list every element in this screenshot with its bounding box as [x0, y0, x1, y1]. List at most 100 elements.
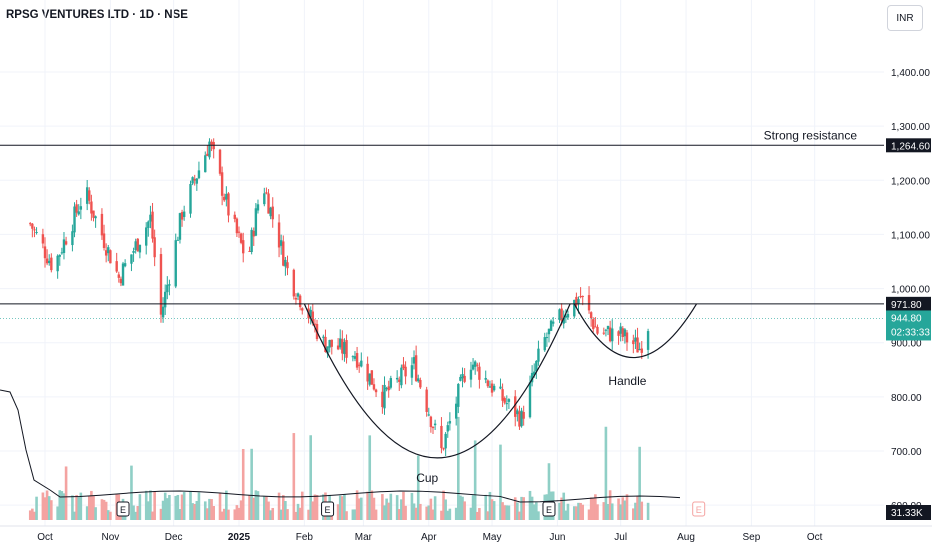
volume-bar [425, 506, 428, 520]
candle [499, 378, 502, 390]
candle-body [551, 321, 555, 324]
candle [123, 259, 127, 268]
candle [102, 224, 106, 251]
candle-body [537, 348, 540, 362]
candle [368, 373, 371, 387]
candle [336, 338, 340, 351]
volume-bar [558, 502, 561, 520]
candle-body [414, 355, 418, 381]
volume-bar [623, 500, 627, 520]
candle [551, 317, 555, 327]
candle-body [107, 247, 110, 254]
candle-body [623, 329, 627, 337]
volume-bar [73, 511, 76, 520]
candle [638, 342, 641, 351]
candle [71, 224, 74, 252]
candle-body [374, 389, 378, 393]
candle-body [417, 378, 420, 382]
candle-body [60, 252, 64, 254]
candle [31, 223, 34, 238]
candle-body [611, 328, 614, 342]
candle [58, 254, 61, 266]
volume-bar [265, 496, 268, 520]
earnings-marker: E [692, 501, 706, 517]
candle-body [62, 239, 66, 253]
volume-bar [191, 503, 194, 520]
candle-body [75, 204, 78, 213]
candle-body [476, 364, 479, 366]
volume-bar [147, 501, 150, 520]
candle [471, 358, 475, 371]
candle [530, 365, 534, 387]
volume-bar [577, 502, 580, 520]
volume-bar [353, 509, 357, 520]
candle [429, 415, 433, 433]
candle-body [514, 396, 517, 417]
candle-body [239, 233, 243, 243]
candle [355, 346, 359, 371]
candle [402, 357, 405, 371]
volume-bar [355, 490, 359, 520]
candle [454, 396, 458, 426]
candle [501, 383, 504, 408]
volume-bar [575, 506, 578, 520]
candle-body [282, 241, 285, 266]
candle-body [381, 391, 384, 408]
candle-body [263, 193, 266, 205]
resistance-price-tag: 1,264.60 [886, 138, 931, 153]
y-tick-label: 1,200.00 [891, 176, 930, 187]
earnings-marker-label: E [546, 505, 552, 515]
candle [279, 234, 283, 255]
volume-bar [516, 502, 519, 520]
volume-bar [60, 491, 64, 520]
volume-bar [79, 492, 83, 520]
candle [178, 212, 182, 244]
candle-body [204, 155, 207, 173]
candle [225, 186, 228, 207]
candle [457, 383, 460, 414]
volume-bar [62, 493, 66, 520]
volume-bar [106, 510, 110, 520]
volume-bar [75, 495, 78, 520]
volume-bar [279, 509, 283, 520]
candle-body [163, 291, 167, 308]
candle [400, 364, 403, 389]
volume-bar [499, 444, 502, 520]
candle-body [174, 240, 177, 287]
candle [115, 252, 118, 273]
volume-bar [284, 501, 287, 520]
candle-body [161, 306, 165, 318]
volume-bar [286, 509, 289, 520]
volume-bar [203, 501, 207, 520]
candle [589, 311, 593, 327]
candle-body [640, 348, 643, 353]
earnings-marker-box [116, 501, 130, 517]
candle-body [558, 309, 561, 320]
candle-body [92, 210, 95, 218]
candle [204, 151, 207, 173]
volume-bar [513, 497, 517, 520]
volume-bar [47, 496, 51, 520]
candle [271, 197, 274, 228]
volume-bar [579, 502, 582, 520]
candle-body [398, 379, 401, 382]
candle-body [145, 227, 148, 246]
currency-button[interactable]: INR [887, 5, 923, 31]
candle-body [269, 207, 272, 217]
candle [545, 332, 549, 347]
candle-body [121, 263, 125, 286]
volume-bar [277, 492, 281, 520]
candle-body [589, 312, 593, 319]
volume-bar [636, 496, 639, 520]
volume-bar [560, 497, 563, 520]
candle-body [330, 339, 333, 347]
volume-bar [374, 509, 378, 520]
volume-bar [416, 455, 420, 520]
candle-body [604, 329, 608, 331]
candle [90, 194, 93, 221]
volume-bar [153, 491, 156, 520]
volume-bar [385, 498, 388, 520]
candle [149, 205, 152, 229]
candle [296, 292, 300, 301]
